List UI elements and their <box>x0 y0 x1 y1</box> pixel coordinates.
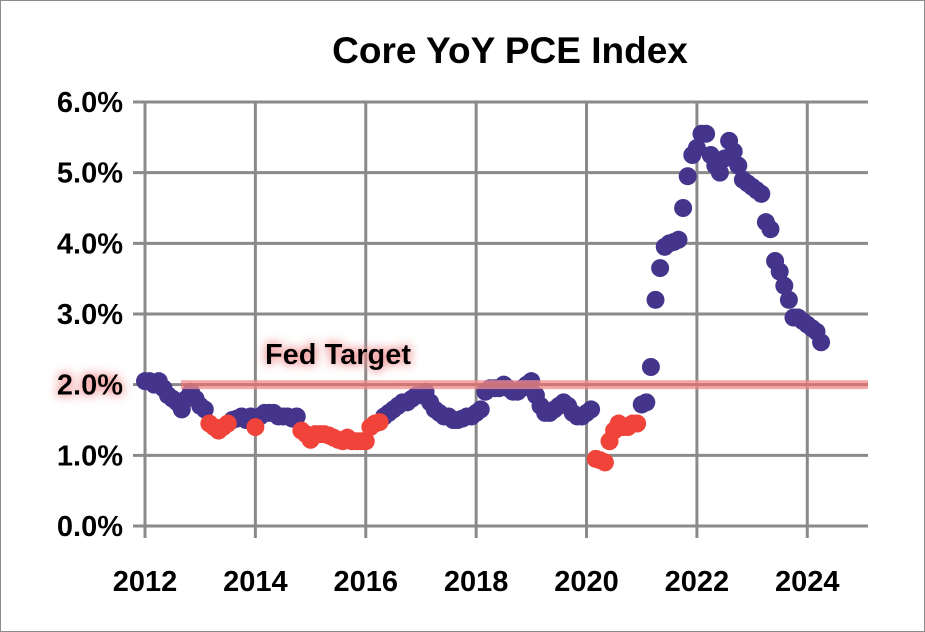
data-point <box>651 259 670 278</box>
y-tick-label: 0.0% <box>57 511 123 543</box>
x-tick-label: 2016 <box>334 566 399 598</box>
data-point <box>678 167 697 186</box>
y-tick-label: 4.0% <box>57 228 123 260</box>
x-tick-label: 2020 <box>554 566 619 598</box>
gridlines <box>133 100 868 538</box>
data-point <box>595 453 614 472</box>
data-points <box>136 124 831 472</box>
data-point <box>752 184 771 203</box>
x-tick-label: 2022 <box>665 566 730 598</box>
x-tick-label: 2018 <box>444 566 509 598</box>
data-point <box>775 276 794 295</box>
data-point <box>646 290 665 309</box>
data-point <box>471 400 490 419</box>
data-point <box>761 220 780 239</box>
data-point <box>729 156 748 175</box>
data-point <box>710 163 729 182</box>
y-tick-label: 1.0% <box>57 440 123 472</box>
data-point <box>356 432 375 451</box>
x-tick-label: 2024 <box>775 566 840 598</box>
data-point <box>770 262 789 281</box>
chart-title: Core YoY PCE Index <box>332 30 688 71</box>
fed-target-label: Fed Target <box>265 339 411 371</box>
data-point <box>628 414 647 433</box>
x-tick-label: 2012 <box>113 566 178 598</box>
data-point <box>697 124 716 143</box>
data-point <box>669 230 688 249</box>
y-tick-label: 2.0% <box>57 370 123 402</box>
data-point <box>195 400 214 419</box>
data-point <box>582 400 601 419</box>
data-point <box>812 333 831 352</box>
data-point <box>370 413 389 432</box>
data-point <box>218 414 237 433</box>
data-point <box>637 393 656 412</box>
data-point <box>779 290 798 309</box>
data-point <box>674 199 693 217</box>
y-tick-label: 6.0% <box>57 87 123 119</box>
data-point <box>641 358 660 376</box>
data-point <box>687 138 706 157</box>
data-point <box>724 142 743 161</box>
x-tick-label: 2014 <box>223 566 288 598</box>
y-tick-label: 5.0% <box>57 158 123 190</box>
data-point <box>287 407 306 426</box>
axis-labels: 0.0% 1.0% 2.0% 3.0% 4.0% 5.0% 6.0% 2012 2014 2016… <box>57 87 840 598</box>
data-point <box>246 418 265 437</box>
y-tick-label: 3.0% <box>57 299 123 331</box>
